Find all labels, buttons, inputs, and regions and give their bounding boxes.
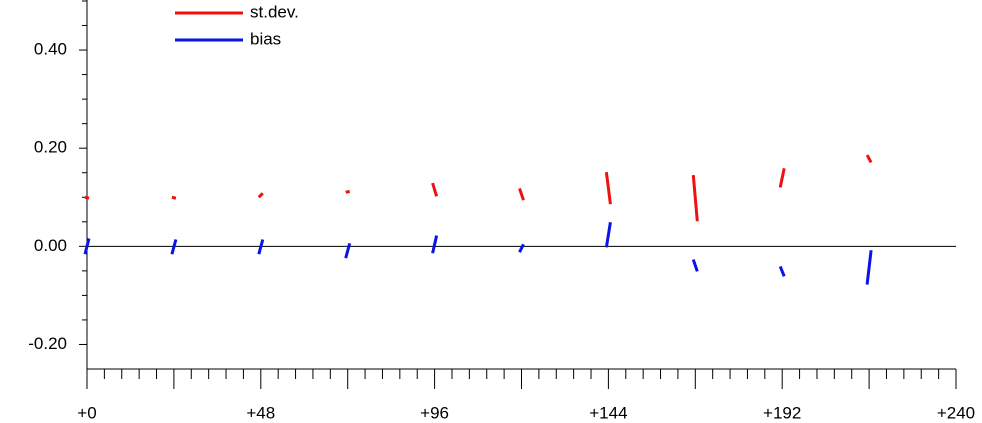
segment (171, 195, 177, 200)
segment (345, 189, 351, 194)
segment (84, 195, 90, 200)
x-tick-label: +0 (77, 403, 96, 422)
segment (691, 259, 699, 272)
x-tick-label: +48 (246, 403, 275, 422)
segment (344, 242, 352, 259)
segment (778, 168, 786, 188)
segment (865, 154, 873, 164)
segment (604, 172, 612, 205)
segment (257, 239, 265, 255)
x-tick-label: +144 (589, 403, 627, 422)
y-tick-label: 0.00 (34, 236, 67, 255)
segment (518, 187, 525, 201)
legend-label: bias (250, 29, 281, 48)
segment (865, 250, 873, 285)
x-tick-label: +96 (420, 403, 449, 422)
x-tick-label: +240 (937, 403, 975, 422)
y-tick-label: 0.20 (34, 138, 67, 157)
legend-label: st.dev. (250, 2, 299, 21)
segment (431, 182, 439, 197)
segment (518, 243, 525, 253)
y-tick-label: -0.20 (28, 334, 67, 353)
segment (604, 222, 612, 248)
x-tick-label: +192 (763, 403, 801, 422)
segment (431, 235, 439, 254)
y-tick-label: 0.40 (34, 40, 67, 59)
segment (257, 192, 264, 199)
segment (170, 239, 178, 255)
segment (691, 175, 699, 222)
segment (83, 238, 91, 255)
segment (778, 265, 786, 277)
